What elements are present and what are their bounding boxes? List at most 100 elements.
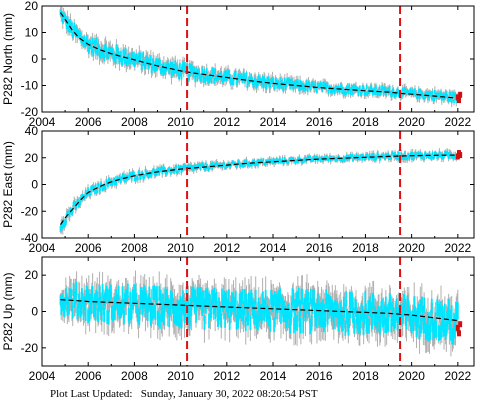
observation-point <box>97 44 100 52</box>
observation-point <box>326 154 328 158</box>
x-tick-label: 2020 <box>398 241 425 255</box>
observation-point <box>161 307 164 323</box>
observation-point <box>237 305 240 321</box>
observation-point <box>405 314 408 330</box>
observation-point <box>111 47 114 56</box>
y-tick-label: -20 <box>21 105 39 119</box>
observation-point <box>235 315 238 330</box>
observation-point <box>356 157 359 161</box>
observation-point <box>160 166 163 170</box>
observation-point <box>433 322 436 338</box>
observation-point <box>132 58 135 65</box>
observation-point <box>140 63 143 71</box>
observation-point <box>120 300 123 316</box>
observation-point <box>210 162 213 166</box>
observation-point <box>176 300 179 316</box>
observation-point <box>370 84 373 89</box>
observation-point <box>290 157 292 160</box>
observation-point <box>378 306 380 322</box>
observation-point <box>205 75 207 82</box>
observation-point <box>146 306 149 321</box>
x-tick-label: 2012 <box>213 115 240 129</box>
y-tick-label: 20 <box>25 0 39 13</box>
observation-point <box>206 165 209 169</box>
observation-point <box>74 26 76 33</box>
observation-point <box>375 157 377 161</box>
observation-point <box>130 304 133 319</box>
observation-point <box>371 156 374 160</box>
observation-point <box>66 304 69 316</box>
observation-point <box>385 317 388 333</box>
observation-point <box>117 47 119 55</box>
observation-point <box>157 311 160 327</box>
observation-point <box>87 47 90 55</box>
observation-point <box>433 89 436 95</box>
observation-point <box>368 157 370 160</box>
observation-point <box>320 301 323 318</box>
observation-point <box>120 176 123 181</box>
observation-point <box>326 82 329 87</box>
observation-point <box>280 308 282 324</box>
observation-point <box>64 219 67 225</box>
observation-point <box>443 320 445 337</box>
observation-point <box>390 156 393 160</box>
observation-point <box>89 192 92 196</box>
observation-point <box>94 183 97 188</box>
observation-point <box>345 157 347 161</box>
observation-point <box>130 57 132 65</box>
observation-point <box>430 156 433 160</box>
observation-point <box>394 93 397 98</box>
observation-point <box>212 69 215 76</box>
observation-point <box>101 283 104 298</box>
observation-point <box>107 310 110 325</box>
observation-point <box>69 19 72 26</box>
observation-point <box>383 155 386 159</box>
observation-point <box>208 313 210 329</box>
observation-point <box>440 301 442 317</box>
observation-point <box>378 91 380 96</box>
observation-point <box>413 90 416 95</box>
observation-point <box>193 297 196 313</box>
observation-point <box>99 51 102 59</box>
observation-point <box>384 157 386 161</box>
observation-point <box>229 164 232 168</box>
observation-point <box>261 75 264 81</box>
x-tick-label: 2020 <box>398 115 425 129</box>
observation-point <box>277 158 279 162</box>
observation-point <box>404 299 406 315</box>
observation-point <box>65 22 68 29</box>
observation-point <box>428 151 431 155</box>
observation-point <box>358 87 360 93</box>
observation-point <box>63 306 66 318</box>
observation-point <box>322 298 324 314</box>
observation-point <box>224 75 226 82</box>
observation-point <box>191 167 194 171</box>
observation-point <box>274 304 277 320</box>
observation-point <box>452 92 455 97</box>
observation-point <box>244 288 246 304</box>
observation-point <box>126 57 129 65</box>
observation-point <box>198 163 201 167</box>
observation-point <box>390 317 393 333</box>
observation-point <box>304 86 307 92</box>
observation-point <box>434 312 437 328</box>
observation-point <box>99 186 102 191</box>
observation-point <box>105 46 108 55</box>
observation-point <box>154 305 157 320</box>
observation-point <box>110 284 112 299</box>
x-tick-label: 2018 <box>352 241 379 255</box>
footer-timestamp: Sunday, January 30, 2022 08:20:54 PST <box>140 388 318 400</box>
observation-point <box>290 78 293 84</box>
observation-point <box>420 318 422 334</box>
observation-point <box>107 288 109 303</box>
observation-point <box>133 171 135 176</box>
observation-point <box>264 161 267 165</box>
observation-point <box>294 83 297 89</box>
observation-point <box>395 156 398 160</box>
observation-point <box>97 183 100 188</box>
observation-point <box>401 94 403 99</box>
observation-point <box>243 73 246 79</box>
observation-point <box>73 22 76 29</box>
observation-point <box>84 194 86 199</box>
observation-point <box>439 324 442 341</box>
